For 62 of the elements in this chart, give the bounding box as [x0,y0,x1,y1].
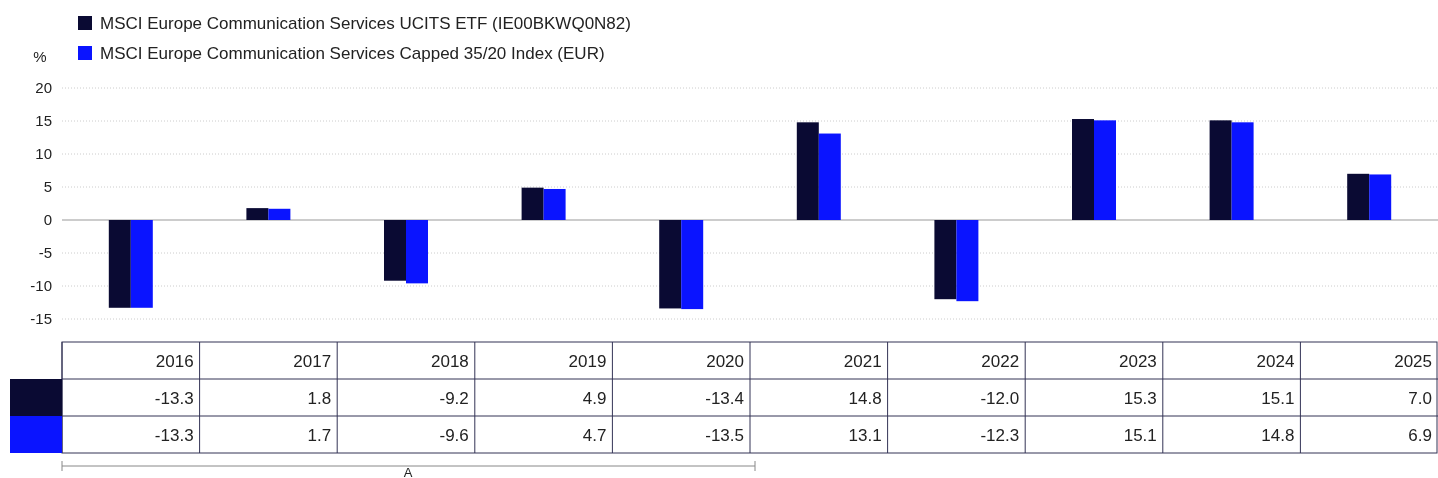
y-tick-label: 20 [35,79,52,96]
bar [818,133,841,220]
y-tick-label: 0 [43,211,52,228]
bar [1369,174,1392,220]
data-label: -12.0 [980,389,1020,408]
bar [268,208,291,220]
x-tick-label: 2016 [155,352,194,371]
bar [1209,120,1232,220]
legend-label: MSCI Europe Communication Services UCITS ETF (IE00BKWQ0N82) [100,14,631,33]
data-label: -9.2 [439,389,469,408]
data-label: 4.7 [582,426,607,445]
data-label: 1.7 [307,426,332,445]
bar [659,220,682,309]
data-label: 15.1 [1261,389,1295,408]
bar [543,188,566,220]
x-tick-label: 2022 [981,352,1020,371]
x-tick-label: 2023 [1118,352,1157,371]
x-tick-label: 2018 [430,352,469,371]
bar [796,122,819,220]
data-label: 13.1 [848,426,882,445]
bar [130,220,153,308]
data-label: 1.8 [307,389,332,408]
bar [1347,173,1370,220]
data-label: 14.8 [848,389,882,408]
x-tick-label: 2017 [293,352,332,371]
data-label: -13.5 [705,426,744,445]
y-tick-label: 5 [43,178,52,195]
bar [108,220,131,308]
y-tick-label: -10 [30,277,52,294]
bar [246,208,269,220]
y-tick-label: -5 [38,244,52,261]
y-tick-label: 15 [35,112,52,129]
bar [521,187,544,220]
data-label: 6.9 [1408,426,1432,445]
x-tick-label: 2021 [843,352,882,371]
bar [1094,120,1116,220]
bar [1072,119,1094,220]
legend-label: MSCI Europe Communication Services Capped 35/20 Index (EUR) [100,44,605,63]
y-tick-label: -15 [30,310,52,327]
bar [1231,122,1254,220]
data-label: 14.8 [1261,426,1295,445]
x-tick-label: 2020 [706,352,744,371]
y-tick-label: 10 [35,145,52,162]
x-tick-label: 2025 [1394,352,1432,371]
bar [934,220,957,300]
text: A [403,465,413,478]
y-axis-title: % [33,48,47,65]
data-label: -9.6 [439,426,469,445]
bar [384,220,406,281]
data-label: 15.1 [1123,426,1157,445]
x-tick-label: 2024 [1256,352,1295,371]
bar [681,220,704,310]
bar [956,220,979,302]
data-label: -13.3 [154,426,194,445]
data-label: -13.4 [705,389,744,408]
data-label: 7.0 [1408,389,1432,408]
x-tick-label: 2019 [568,352,607,371]
data-label: 4.9 [582,389,607,408]
data-label: -12.3 [980,426,1020,445]
data-label: -13.3 [154,389,194,408]
data-label: 15.3 [1123,389,1157,408]
bar [406,220,428,284]
